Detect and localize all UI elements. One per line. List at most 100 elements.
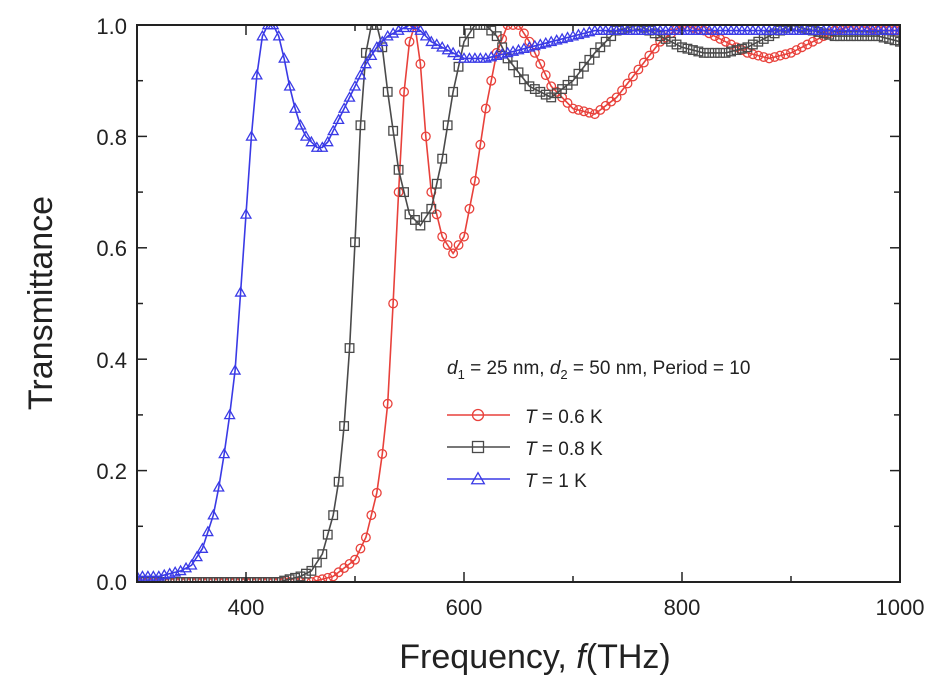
data-point (606, 31, 617, 42)
data-point (317, 574, 328, 582)
data-point (867, 25, 878, 35)
data-point (649, 43, 660, 54)
data-point (747, 39, 758, 50)
data-point (245, 130, 258, 141)
data-point (486, 25, 497, 36)
data-point (234, 286, 247, 297)
data-point (802, 25, 813, 35)
data-point (617, 25, 628, 35)
data-point (321, 135, 334, 147)
legend-label-2-rest: = 1 K (537, 471, 587, 492)
data-point (251, 577, 262, 582)
series-0 (137, 25, 900, 582)
data-point (655, 31, 666, 42)
legend-label-1-var: T (525, 439, 538, 460)
data-point (442, 240, 453, 250)
data-point (290, 572, 301, 582)
data-point (333, 476, 344, 487)
data-point (677, 42, 687, 53)
data-point (283, 80, 296, 91)
data-point (742, 42, 753, 53)
data-point (666, 36, 677, 47)
data-point (250, 68, 263, 80)
data-point (529, 84, 540, 95)
legend-swatch-marker (471, 440, 485, 454)
data-point (786, 47, 796, 58)
legend-label-0-var: T (525, 407, 538, 428)
data-point (332, 113, 345, 125)
annotation-d2-sub: 2 (560, 367, 567, 382)
data-point (436, 41, 449, 52)
x-tick-label: 800 (664, 595, 701, 620)
data-point (764, 31, 775, 42)
data-point (878, 32, 889, 43)
data-point (306, 577, 317, 582)
data-point (344, 343, 355, 354)
data-point (628, 71, 638, 82)
data-point (709, 47, 720, 58)
data-point (294, 119, 307, 130)
legend-label-0-rest: = 0.6 K (537, 407, 603, 428)
data-point (186, 577, 197, 582)
data-point (295, 571, 306, 582)
data-point (381, 29, 394, 41)
data-point (185, 559, 198, 570)
data-point (212, 481, 225, 492)
data-point (726, 39, 737, 50)
data-point (197, 577, 208, 582)
legend-label-0: T = 0.6 K (525, 407, 603, 428)
data-point (246, 577, 257, 582)
data-point (469, 176, 480, 186)
annotation-d1-text: = 25 nm, (465, 358, 550, 379)
data-point (464, 203, 475, 214)
data-point (359, 57, 372, 69)
data-point (737, 43, 747, 54)
x-axis-title: Frequency, f(THz) (399, 638, 670, 676)
data-point (747, 49, 758, 60)
data-point (829, 31, 840, 42)
data-point (578, 106, 589, 117)
data-point (437, 231, 448, 242)
data-point (403, 25, 416, 30)
data-point (393, 164, 404, 175)
data-point (354, 68, 367, 80)
data-point (895, 36, 900, 47)
data-point (693, 46, 704, 57)
data-point (181, 577, 192, 582)
data-point (376, 35, 389, 47)
data-point (366, 510, 377, 521)
data-point (382, 86, 393, 97)
data-point (862, 31, 873, 42)
data-point (584, 54, 595, 65)
data-point (464, 28, 475, 39)
data-point (404, 36, 415, 47)
data-point (388, 125, 399, 136)
annotation-d1-sub: 1 (458, 367, 465, 382)
data-point (387, 27, 400, 38)
data-point (524, 81, 535, 92)
data-point (867, 31, 878, 42)
data-point (339, 421, 350, 431)
annotation-d2-text: = 50 nm, Period = 10 (568, 358, 751, 379)
data-point (256, 29, 269, 41)
series-line (137, 25, 900, 578)
data-point (769, 52, 780, 62)
data-point (519, 74, 529, 85)
data-point (343, 91, 356, 102)
data-point (715, 47, 726, 58)
data-point (137, 577, 148, 582)
y-axis-title: Transmittance (22, 196, 60, 410)
data-point (535, 86, 546, 97)
data-point (426, 203, 437, 214)
data-point (267, 25, 280, 30)
data-point (562, 98, 573, 108)
data-point (235, 577, 246, 582)
data-point (208, 577, 219, 582)
y-tick-label: 1.0 (96, 14, 127, 39)
data-point (279, 577, 290, 582)
data-point (202, 577, 213, 582)
data-point (519, 28, 529, 39)
data-point (360, 532, 371, 543)
data-point (441, 43, 454, 55)
data-point (148, 577, 159, 582)
